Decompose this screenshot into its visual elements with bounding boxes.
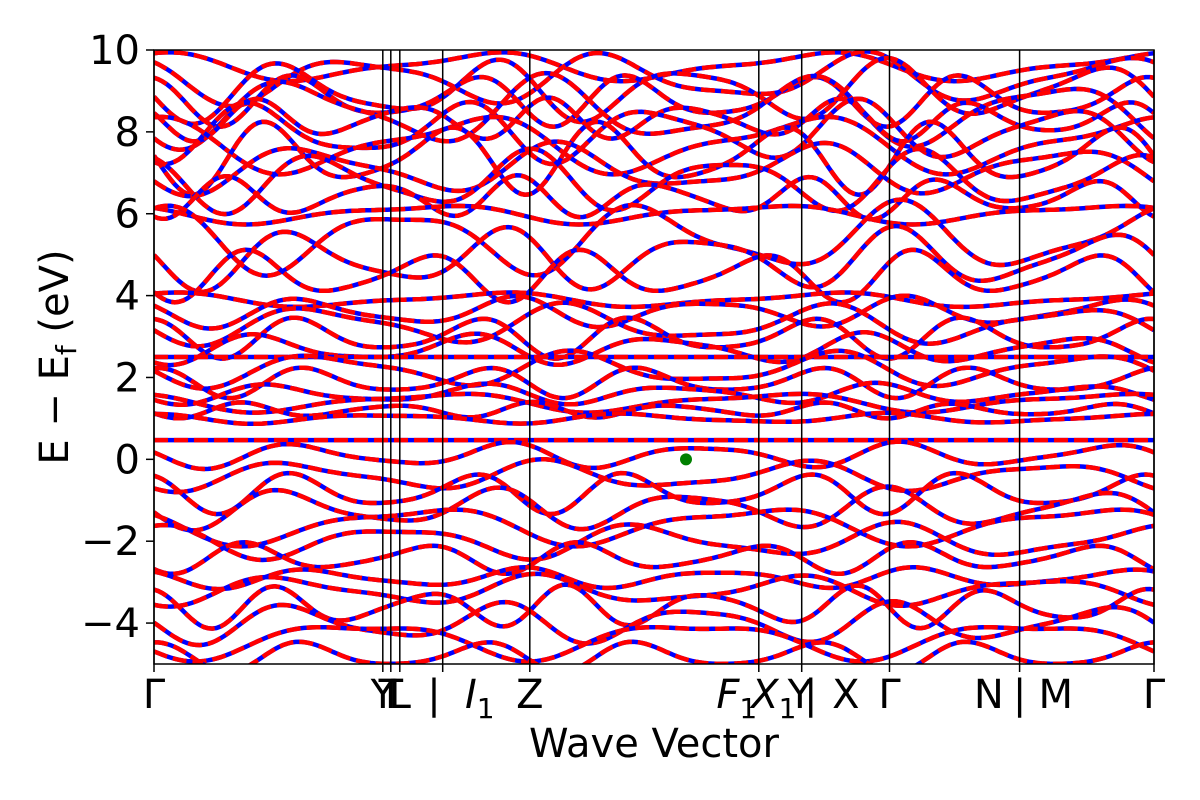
y-axis-title-unit: (eV)	[32, 249, 78, 345]
marker-layer	[680, 453, 692, 466]
x-tick-label-main: X	[832, 672, 859, 718]
y-axis-ticks: 10 8 6 4 2 0 −2 −4	[81, 28, 154, 647]
x-tick-label-main: Y	[370, 672, 396, 718]
band-line-red	[154, 293, 1154, 331]
band-line-red	[154, 519, 1154, 563]
x-tick-label: Z	[516, 672, 543, 718]
band-line-red	[154, 410, 1154, 427]
band-line-red	[154, 540, 1154, 577]
x-tick-label: Γ	[1143, 672, 1166, 718]
y-tick-label: 6	[115, 192, 140, 238]
x-tick-label-main: |	[804, 672, 817, 718]
x-tick-label: X1	[749, 672, 796, 725]
band-line-red	[154, 624, 1154, 664]
plot-frame	[153, 49, 1155, 665]
band-line-red	[154, 598, 1154, 648]
band-line-red	[154, 146, 1154, 217]
x-tick-label-main: M	[1039, 672, 1074, 718]
band-line-red	[154, 223, 1154, 294]
y-axis-title-main: E − E	[32, 355, 78, 465]
band-line-red	[154, 365, 1154, 401]
y-tick-label: 8	[115, 110, 140, 156]
x-tick-label: Γ	[143, 672, 166, 718]
band-line-red	[154, 639, 1154, 664]
band-line-red	[154, 73, 1154, 129]
x-axis-title: Wave Vector	[529, 721, 780, 767]
band-line-red	[154, 197, 1154, 278]
band-line-red	[154, 247, 1154, 305]
x-tick-label-main: Γ	[143, 672, 166, 718]
y-tick-label: −2	[81, 519, 140, 565]
band-line-red	[154, 439, 1154, 472]
x-tick-label: I1	[465, 672, 495, 725]
x-tick-label-main: Γ	[1143, 672, 1166, 718]
x-tick-label-main: Y	[787, 672, 813, 718]
fermi-marker-point	[680, 453, 692, 466]
y-tick-label: 10	[89, 28, 140, 74]
y-tick-label: 4	[115, 274, 140, 320]
x-tick-label: T	[378, 672, 404, 718]
band-line-red	[154, 507, 1154, 549]
y-axis-title: E − Ef (eV)	[32, 249, 83, 464]
x-tick-label-main: N	[974, 672, 1004, 718]
x-tick-label-main: |	[427, 672, 440, 718]
y-tick-label: 2	[115, 355, 140, 401]
x-tick-label-subscript: 1	[739, 692, 757, 725]
x-tick-label: |	[1013, 672, 1026, 718]
x-tick-label: Y	[787, 672, 813, 718]
band-line-red	[154, 399, 1154, 421]
band-line-red	[154, 380, 1154, 407]
y-axis-title-subscript: f	[50, 344, 83, 355]
band-line-red	[154, 96, 1154, 167]
bands-layer	[154, 50, 1154, 664]
x-tick-label: M	[1039, 672, 1074, 718]
y-tick-label: −4	[81, 601, 140, 647]
x-tick-label-main: L	[389, 672, 412, 718]
x-tick-label-main: |	[1013, 672, 1026, 718]
x-tick-label: |	[804, 672, 817, 718]
y-tick-label: 0	[115, 437, 140, 483]
band-line-red	[154, 70, 1154, 152]
x-tick-label-main: Z	[516, 672, 543, 718]
band-line-red	[154, 203, 1154, 227]
x-tick-label-subscript: 1	[477, 692, 495, 725]
band-line-red	[154, 457, 1154, 495]
x-tick-label-main: Γ	[878, 672, 901, 718]
band-line-red	[154, 330, 1154, 368]
x-tick-label-main: F	[716, 672, 740, 718]
band-line-blue	[154, 173, 1154, 222]
x-tick-label: X	[832, 672, 859, 718]
band-line-red	[154, 571, 1154, 609]
band-line-red	[154, 114, 1154, 177]
x-tick-label-main: T	[378, 672, 404, 718]
x-tick-label: Y	[370, 672, 396, 718]
band-line-red	[154, 391, 1154, 415]
x-tick-label: F1	[716, 672, 757, 725]
x-tick-label-main: X	[749, 672, 780, 718]
x-tick-label: |	[427, 672, 440, 718]
band-line-red	[154, 470, 1154, 517]
band-line-red	[154, 315, 1154, 361]
x-tick-label: N	[974, 672, 1004, 718]
x-tick-label-main: I	[465, 672, 477, 718]
x-tick-label: Γ	[878, 672, 901, 718]
x-tick-label-subscript: 1	[779, 692, 797, 725]
x-tick-label: L	[389, 672, 412, 718]
